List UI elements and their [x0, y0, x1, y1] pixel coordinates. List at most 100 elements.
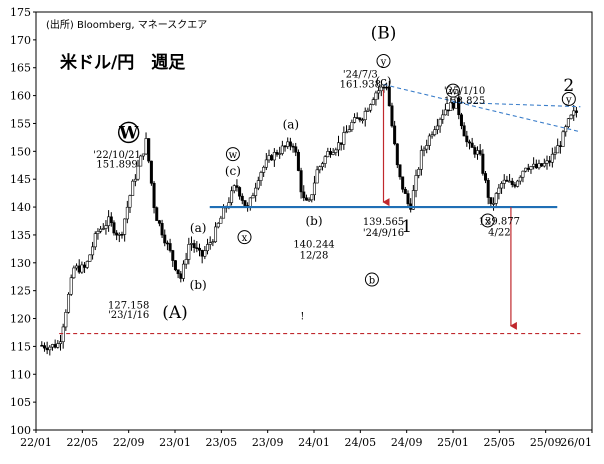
x-tick-label: 23/05	[205, 436, 237, 449]
candle-body	[537, 163, 541, 169]
candle-body	[561, 131, 565, 147]
candle-body	[489, 197, 493, 204]
candle-body	[262, 166, 266, 173]
candle-body	[492, 203, 496, 205]
candle-body	[467, 141, 471, 144]
y-tick-label: 175	[10, 6, 31, 19]
candle-body	[192, 243, 196, 248]
candles	[40, 80, 578, 356]
candle-body	[96, 231, 100, 234]
candle-body	[144, 138, 148, 155]
candle-body	[152, 182, 156, 208]
x-tick-label: 24/01	[298, 436, 330, 449]
candle-body	[574, 110, 578, 113]
candle-body	[99, 228, 103, 232]
candle-body	[521, 170, 525, 178]
ann-139565: 139.565	[363, 217, 404, 228]
x-tick-label: 25/01	[437, 436, 469, 449]
wave-y-1: y	[380, 57, 387, 68]
candle-body	[425, 145, 429, 150]
candle-body	[320, 163, 324, 167]
candle-body	[40, 344, 44, 347]
candle-body	[88, 254, 92, 262]
candle-body	[214, 226, 218, 243]
candle-body	[195, 247, 199, 249]
candle-body	[67, 293, 71, 313]
candle-body	[187, 244, 191, 260]
wave-x-2-circle	[480, 213, 495, 228]
candle-body	[189, 243, 193, 245]
candle-body	[168, 243, 172, 251]
candle-body	[387, 86, 391, 107]
candle-body	[323, 156, 327, 164]
candle-body	[430, 134, 434, 137]
candle-body	[361, 119, 365, 122]
candle-body	[275, 152, 279, 155]
x-tick-label: 24/05	[344, 436, 376, 449]
x-tick-label: 25/09	[530, 436, 562, 449]
ann-139877: 139.877	[479, 216, 520, 227]
candle-body	[446, 109, 450, 112]
candle-body	[569, 114, 573, 119]
candle-body	[339, 142, 343, 145]
candle-body	[171, 250, 175, 261]
candle-body	[235, 185, 239, 188]
candle-body	[550, 153, 554, 163]
candle-body	[147, 138, 151, 162]
line-trend-upper	[383, 83, 581, 133]
candle-body	[222, 207, 226, 219]
candle-body	[417, 168, 421, 176]
candle-body	[123, 218, 127, 235]
candle-body	[473, 147, 477, 155]
x-tick-label: 26/01	[560, 436, 592, 449]
y-tick-label: 155	[10, 117, 31, 130]
candle-body	[553, 152, 557, 155]
candle-body	[542, 163, 546, 167]
ann-2025-01-10: '25/1/10	[444, 86, 485, 97]
candle-body	[524, 167, 528, 172]
candle-body	[545, 160, 549, 164]
wave-w-1: w	[229, 150, 238, 161]
candle-body	[355, 117, 359, 119]
candle-body	[83, 264, 87, 268]
candle-body	[107, 216, 111, 226]
candle-body	[406, 193, 410, 205]
wave-b-2: (b)	[305, 214, 322, 228]
wave-b-circ-circle	[364, 272, 379, 287]
candle-body	[366, 109, 370, 112]
candle-body	[157, 220, 161, 224]
candle-body	[572, 110, 576, 116]
candle-body	[476, 150, 480, 155]
candle-body	[101, 228, 105, 230]
candle-body	[48, 346, 52, 351]
candle-body	[337, 142, 341, 151]
y-tick-label: 150	[10, 145, 31, 158]
candle-body	[403, 188, 407, 194]
candle-body	[59, 341, 63, 344]
candle-body	[291, 145, 295, 148]
candle-body	[50, 344, 54, 348]
wave-A-big: (A)	[162, 303, 188, 323]
candle-body	[502, 179, 506, 184]
wave-2-big: 2	[563, 76, 574, 96]
candle-body	[243, 200, 247, 206]
candle-body	[508, 180, 512, 183]
candle-body	[441, 114, 445, 120]
candle-body	[109, 216, 113, 223]
candle-body	[251, 195, 255, 199]
candle-body	[393, 125, 397, 145]
candle-body	[211, 241, 215, 244]
axes: 100 105 110 115 120 125 130 135 140 145 150 155 160 1…	[10, 6, 593, 449]
x-tick-label: 25/05	[483, 436, 515, 449]
candle-body	[136, 165, 140, 180]
candle-body	[345, 131, 349, 134]
candle-body	[435, 125, 439, 130]
wave-c-1: (c)	[225, 164, 241, 178]
candle-body	[307, 199, 311, 202]
candle-body	[56, 343, 60, 348]
candle-body	[369, 104, 373, 111]
candle-body	[371, 99, 375, 105]
candle-body	[198, 247, 202, 251]
candle-body	[272, 152, 276, 161]
